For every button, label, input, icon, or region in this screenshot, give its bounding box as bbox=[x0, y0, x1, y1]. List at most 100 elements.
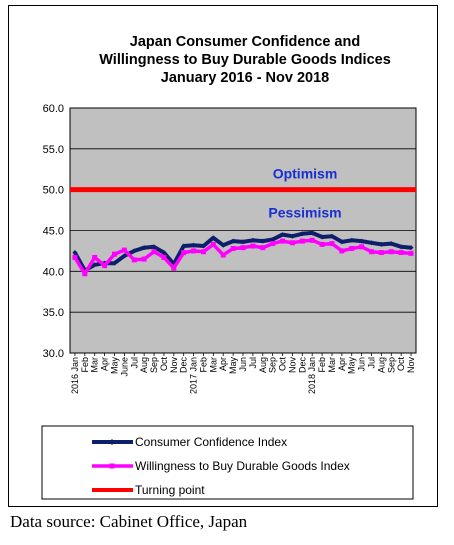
x-tick-label: June bbox=[119, 357, 129, 377]
willingness-to-buy-point bbox=[289, 240, 295, 246]
willingness-to-buy-point bbox=[191, 248, 197, 254]
x-tick-label: Aug bbox=[376, 357, 386, 373]
x-tick-label: Dec bbox=[297, 357, 307, 374]
consumer-confidence-point bbox=[121, 253, 127, 259]
y-tick-label: 30.0 bbox=[43, 348, 64, 360]
consumer-confidence-point bbox=[131, 248, 137, 254]
consumer-confidence-point bbox=[329, 233, 335, 239]
consumer-confidence-point bbox=[319, 234, 325, 240]
x-tick-label: Aug bbox=[139, 357, 149, 373]
willingness-to-buy-point bbox=[408, 250, 414, 256]
legend-label: Consumer Confidence Index bbox=[135, 435, 287, 449]
x-tick-label: Aug bbox=[258, 357, 268, 373]
willingness-to-buy-point bbox=[339, 248, 345, 254]
consumer-confidence-point bbox=[289, 233, 295, 239]
y-tick-label: 50.0 bbox=[43, 185, 64, 197]
willingness-to-buy-point bbox=[299, 238, 305, 244]
x-tick-label: Nov bbox=[287, 357, 297, 374]
consumer-confidence-point bbox=[388, 241, 394, 247]
x-tick-label: Sep bbox=[386, 357, 396, 373]
consumer-confidence-point bbox=[191, 242, 197, 248]
consumer-confidence-point bbox=[250, 237, 256, 243]
chart-title-line-1: Japan Consumer Confidence and bbox=[130, 34, 360, 50]
willingness-to-buy-point bbox=[72, 254, 78, 260]
consumer-confidence-point bbox=[200, 243, 206, 249]
x-tick-label: Jun bbox=[238, 357, 248, 372]
consumer-confidence-point bbox=[220, 242, 226, 248]
legend-label: Willingness to Buy Durable Goods Index bbox=[135, 459, 350, 473]
x-tick-label: Jun bbox=[357, 357, 367, 372]
willingness-to-buy-point bbox=[161, 254, 167, 260]
consumer-confidence-point bbox=[181, 243, 187, 249]
x-tick-label: Jul bbox=[129, 357, 139, 369]
willingness-to-buy-point bbox=[378, 250, 384, 256]
consumer-confidence-point bbox=[260, 238, 266, 244]
y-axis: 60.0 55.0 50.0 45.0 40.0 35.0 30.0 bbox=[43, 103, 64, 360]
x-tick-label: Mar bbox=[90, 357, 100, 373]
willingness-to-buy-point bbox=[141, 256, 147, 262]
legend-box bbox=[41, 425, 414, 500]
willingness-to-buy-point bbox=[111, 251, 117, 257]
consumer-confidence-point bbox=[378, 241, 384, 247]
consumer-confidence-point bbox=[309, 230, 315, 236]
willingness-to-buy-point bbox=[220, 252, 226, 258]
consumer-confidence-point bbox=[339, 239, 345, 245]
x-tick-label: Mar bbox=[327, 357, 337, 373]
willingness-to-buy-point bbox=[121, 247, 127, 253]
willingness-to-buy-point bbox=[398, 250, 404, 256]
willingness-to-buy-point bbox=[82, 271, 88, 277]
consumer-confidence-point bbox=[369, 240, 375, 246]
x-tick-label: Apr bbox=[100, 357, 110, 371]
legend-swatch-marker bbox=[109, 463, 115, 469]
legend-label: Turning point bbox=[135, 483, 205, 497]
legend: Consumer Confidence Index Willingness to … bbox=[92, 435, 350, 497]
y-tick-label: 55.0 bbox=[43, 144, 64, 156]
willingness-to-buy-point bbox=[319, 241, 325, 247]
consumer-confidence-point bbox=[230, 238, 236, 244]
willingness-to-buy-point bbox=[329, 241, 335, 247]
willingness-to-buy-point bbox=[200, 249, 206, 255]
consumer-confidence-point bbox=[92, 262, 98, 268]
consumer-confidence-point bbox=[349, 237, 355, 243]
consumer-confidence-point bbox=[270, 236, 276, 242]
willingness-to-buy-point bbox=[210, 241, 216, 247]
annotation-optimism: Optimism bbox=[273, 165, 338, 181]
chart-title-line-3: January 2016 - Nov 2018 bbox=[161, 70, 329, 86]
x-tick-label: 2016 Jan bbox=[70, 357, 80, 394]
y-tick-label: 35.0 bbox=[43, 307, 64, 319]
willingness-to-buy-point bbox=[92, 254, 98, 260]
x-tick-label: Sep bbox=[149, 357, 159, 373]
data-source-note: Data source: Cabinet Office, Japan bbox=[10, 512, 248, 531]
willingness-to-buy-point bbox=[151, 249, 157, 255]
x-tick-label: Feb bbox=[317, 357, 327, 373]
annotation-pessimism: Pessimism bbox=[268, 205, 341, 221]
consumer-confidence-point bbox=[408, 245, 414, 251]
consumer-confidence-point bbox=[151, 244, 157, 250]
willingness-to-buy-point bbox=[260, 245, 266, 251]
x-tick-label: 2017 Jan bbox=[189, 357, 199, 394]
x-tick-label: May bbox=[228, 357, 238, 375]
consumer-confidence-point bbox=[359, 238, 365, 244]
willingness-to-buy-point bbox=[280, 238, 286, 244]
willingness-to-buy-point bbox=[171, 265, 177, 271]
willingness-to-buy-point bbox=[369, 249, 375, 255]
willingness-to-buy-point bbox=[230, 245, 236, 251]
consumer-confidence-point bbox=[72, 250, 78, 256]
willingness-to-buy-point bbox=[349, 245, 355, 251]
x-tick-label: May bbox=[347, 357, 357, 375]
consumer-confidence-point bbox=[111, 260, 117, 266]
x-tick-label: May bbox=[109, 357, 119, 375]
willingness-to-buy-point bbox=[388, 249, 394, 255]
consumer-confidence-point bbox=[141, 245, 147, 251]
x-tick-label: Feb bbox=[198, 357, 208, 373]
willingness-to-buy-point bbox=[309, 237, 315, 243]
consumer-confidence-point bbox=[161, 250, 167, 256]
willingness-to-buy-point bbox=[250, 243, 256, 249]
x-tick-label: Nov bbox=[406, 357, 416, 374]
consumer-confidence-point bbox=[299, 231, 305, 237]
series-lines bbox=[70, 187, 416, 277]
x-tick-label: Dec bbox=[179, 357, 189, 374]
y-tick-label: 40.0 bbox=[43, 266, 64, 278]
willingness-to-buy-point bbox=[131, 257, 137, 263]
